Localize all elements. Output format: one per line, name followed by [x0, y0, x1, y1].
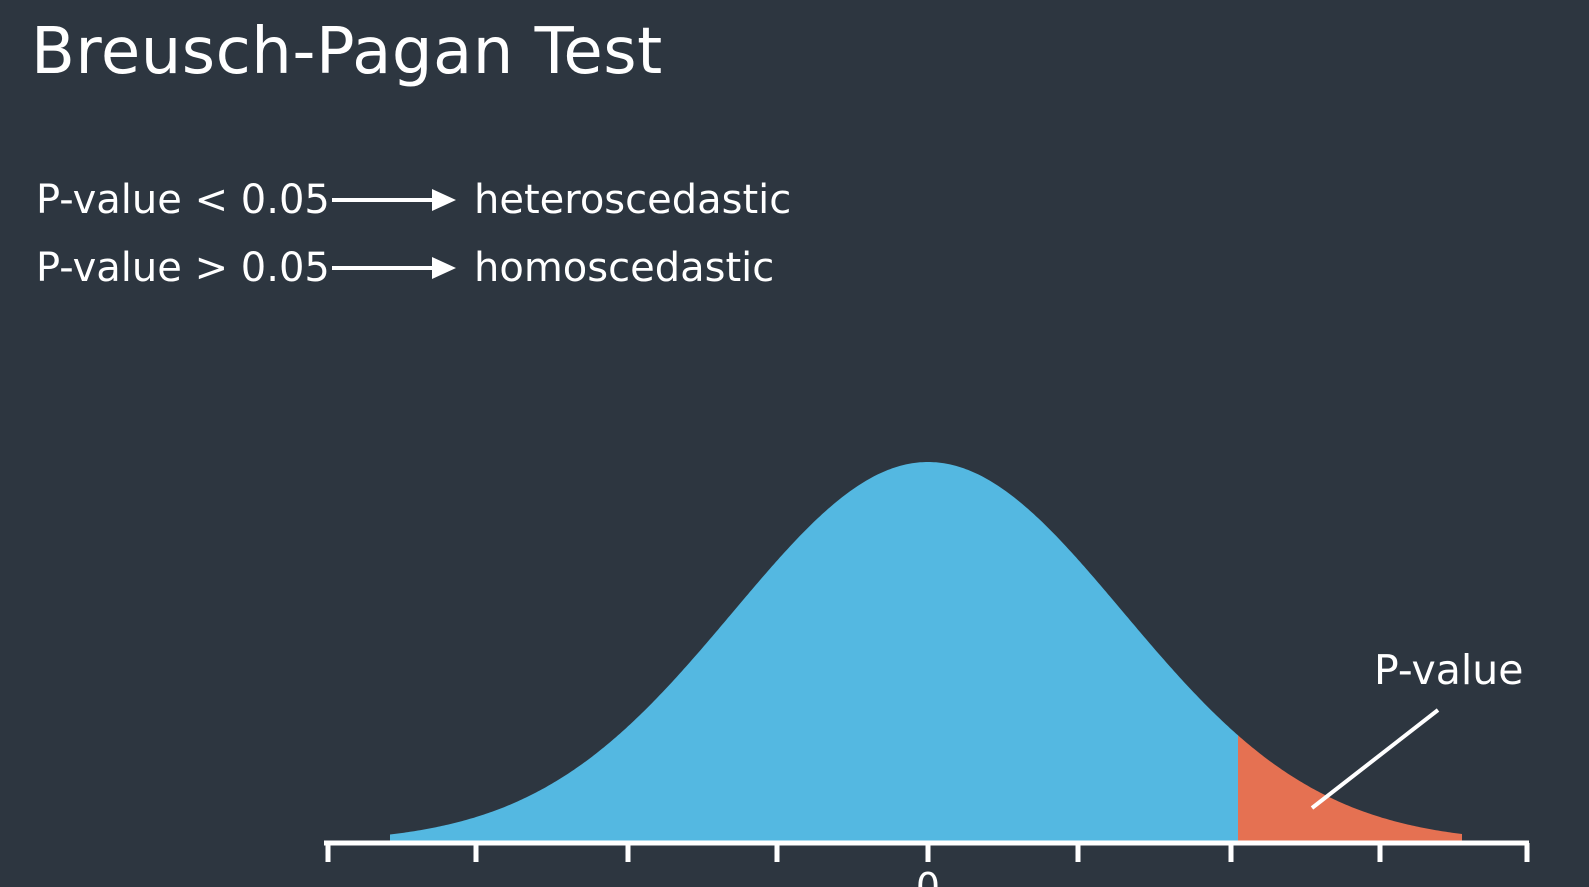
rule-condition: P-value > 0.05 [36, 245, 330, 291]
right-arrow-icon [332, 189, 456, 211]
slide-title: Breusch-Pagan Test [31, 15, 663, 89]
distribution-body [390, 462, 1238, 843]
rule-homoscedastic: P-value > 0.05 homoscedastic [36, 234, 791, 302]
x-axis: 0 [324, 840, 1530, 887]
p-value-pointer-line [1310, 708, 1440, 810]
decision-rules: P-value < 0.05 heteroscedastic P-value >… [36, 166, 791, 302]
right-arrow-icon [332, 257, 456, 279]
rule-condition: P-value < 0.05 [36, 177, 330, 223]
rule-heteroscedastic: P-value < 0.05 heteroscedastic [36, 166, 791, 234]
p-value-tail-region [1238, 735, 1462, 843]
p-value-label: P-value [1374, 646, 1524, 694]
rule-result: homoscedastic [474, 245, 775, 291]
x-axis-tick-label: 0 [916, 865, 940, 887]
rule-result: heteroscedastic [474, 177, 792, 223]
